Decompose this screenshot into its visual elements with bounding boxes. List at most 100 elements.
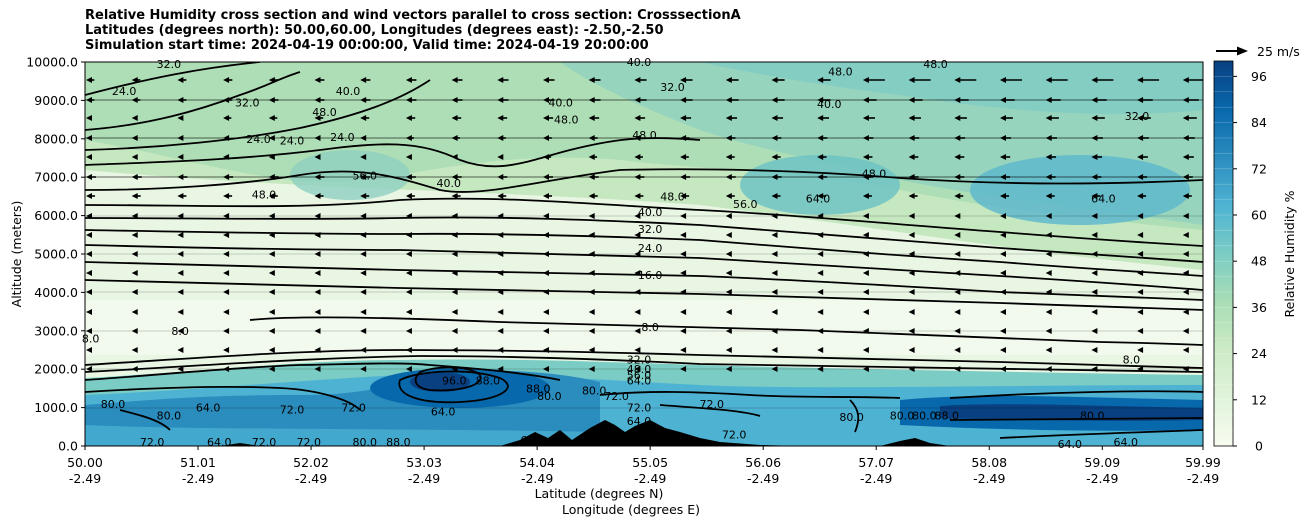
wind-arrow [131, 309, 138, 315]
wind-arrow [1091, 366, 1098, 372]
colorbar-tick-label: 84 [1251, 115, 1267, 130]
wind-arrow [954, 213, 961, 219]
wind-arrow [634, 77, 647, 83]
wind-arrow [1182, 77, 1203, 83]
wind-arrow [771, 251, 778, 257]
wind-arrow [588, 115, 600, 121]
wind-arrow [1045, 251, 1052, 257]
wind-arrow [360, 115, 370, 121]
wind-arrow [725, 347, 732, 353]
wind-arrow [405, 213, 412, 219]
wind-arrow [177, 154, 184, 160]
wind-arrow [817, 366, 824, 372]
wind-arrow [817, 77, 831, 83]
wind-arrow [543, 213, 549, 219]
chart-title: Relative Humidity cross section and wind… [85, 8, 741, 53]
contour-label: 56.0 [627, 369, 652, 382]
wind-arrow [360, 174, 371, 180]
wind-arrow [223, 135, 230, 141]
wind-arrow [908, 135, 920, 141]
wind-arrow [451, 193, 461, 199]
wind-arrow [862, 347, 869, 353]
wind-arrow [86, 309, 92, 315]
wind-arrow [314, 174, 325, 180]
wind-arrow [131, 347, 138, 353]
wind-arrow [954, 328, 961, 334]
wind-arrow [588, 77, 601, 83]
wind-arrow [1091, 232, 1098, 238]
wind-arrow [86, 135, 92, 141]
wind-arrow [314, 232, 321, 238]
x-tick-label-lat: 54.04 [519, 455, 555, 470]
wind-arrow [588, 232, 595, 238]
wind-arrow [268, 366, 275, 372]
colorbar-tick-label: 96 [1251, 69, 1267, 84]
wind-arrow [497, 347, 504, 353]
wind-arrow [725, 270, 732, 276]
contour-label: 80.0 [912, 409, 937, 422]
wind-arrow [497, 193, 507, 199]
wind-arrow [405, 193, 415, 199]
wind-arrow [131, 115, 138, 121]
wind-arrow [405, 366, 412, 372]
wind-arrow [131, 135, 138, 141]
colorbar-gradient [1213, 60, 1234, 447]
contour-label: 80.0 [890, 409, 915, 422]
wind-arrow [1137, 328, 1144, 334]
wind-arrow [588, 309, 595, 315]
wind-arrow [131, 328, 138, 334]
wind-arrow [497, 135, 506, 141]
wind-arrow [314, 154, 321, 160]
wind-arrow [954, 251, 961, 257]
wind-arrow [908, 115, 921, 121]
wind-arrow [497, 251, 504, 257]
wind-arrow [588, 251, 595, 257]
wind-arrow [451, 251, 458, 257]
wind-arrow [497, 270, 504, 276]
wind-arrow [86, 213, 92, 219]
wind-arrow [1091, 251, 1098, 257]
wind-arrow [1091, 270, 1098, 276]
wind-arrow [543, 154, 552, 160]
wind-arrow [86, 328, 92, 334]
wind-arrow [771, 77, 785, 83]
wind-arrow [862, 289, 869, 295]
wind-arrow [908, 328, 915, 334]
wind-arrow [862, 251, 869, 257]
wind-arrow [1091, 77, 1114, 83]
contour-label: 64.0 [1058, 438, 1083, 451]
wind-arrow [954, 115, 967, 121]
wind-arrow [725, 154, 735, 160]
wind-arrow [680, 328, 687, 334]
wind-arrow [223, 251, 230, 257]
wind-arrow [131, 366, 138, 372]
wind-arrow [680, 289, 687, 295]
wind-arrow [862, 135, 874, 141]
wind-arrow [908, 366, 915, 372]
wind-arrow [771, 309, 778, 315]
wind-arrow [908, 97, 923, 103]
wind-arrow [680, 251, 687, 257]
wind-arrow [1000, 251, 1006, 257]
wind-arrow [1182, 270, 1189, 276]
x-tick-label-lat: 57.07 [858, 455, 894, 470]
x-tick-label-lat: 53.03 [406, 455, 442, 470]
wind-arrow [131, 289, 138, 295]
wind-arrow [451, 309, 458, 315]
wind-arrow [862, 270, 869, 276]
wind-arrow [177, 115, 184, 121]
wind-arrow [588, 366, 595, 372]
wind-arrow [451, 232, 458, 238]
wind-arrow [1137, 174, 1148, 180]
wind-arrow [817, 251, 824, 257]
wind-arrow [131, 213, 138, 219]
contour-label: 80.0 [353, 436, 378, 449]
wind-arrow [451, 77, 463, 83]
wind-arrow [817, 154, 827, 160]
contour-label: 48.0 [660, 190, 685, 203]
wind-arrow [223, 115, 232, 121]
wind-arrow [817, 115, 829, 121]
y-tick-label: 2000.0 [34, 362, 78, 377]
wind-arrow [954, 366, 961, 372]
wind-arrow [131, 270, 138, 276]
